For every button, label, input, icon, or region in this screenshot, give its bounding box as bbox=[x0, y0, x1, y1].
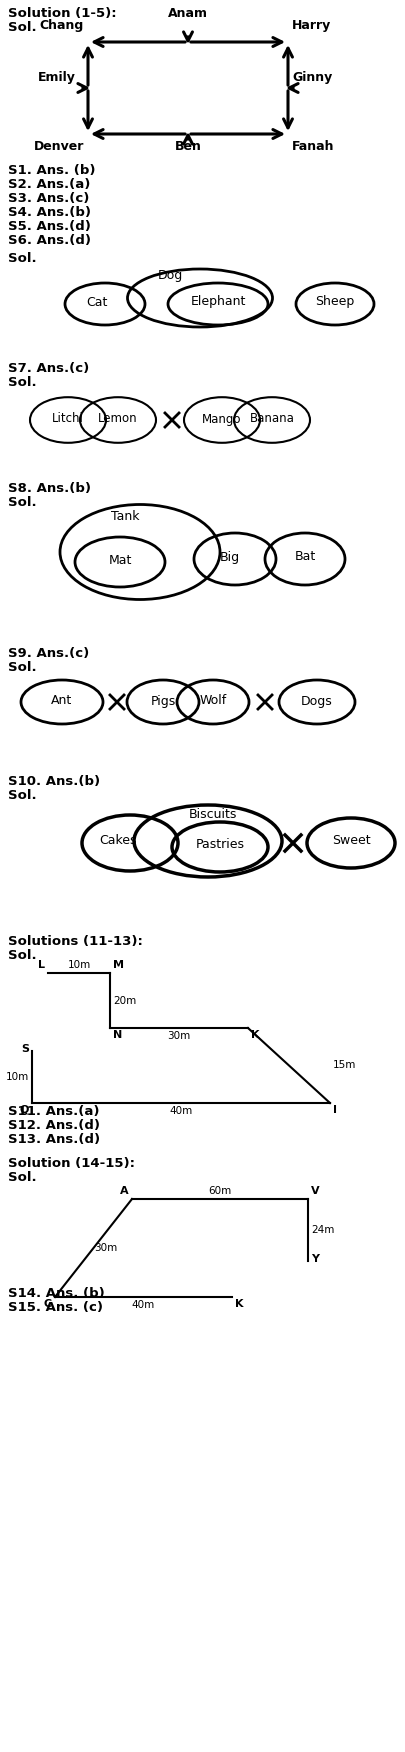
Text: Lemon: Lemon bbox=[98, 412, 138, 426]
Text: Mat: Mat bbox=[108, 554, 132, 566]
Text: S3. Ans.(c): S3. Ans.(c) bbox=[8, 193, 90, 205]
Text: Sol.: Sol. bbox=[8, 377, 36, 389]
Text: Ginny: Ginny bbox=[292, 72, 332, 84]
Text: S8. Ans.(b): S8. Ans.(b) bbox=[8, 482, 91, 496]
Text: Sol.: Sol. bbox=[8, 1170, 36, 1184]
Text: Sol.: Sol. bbox=[8, 496, 36, 510]
Text: Sol.: Sol. bbox=[8, 788, 36, 802]
Text: S7. Ans.(c): S7. Ans.(c) bbox=[8, 363, 89, 375]
Text: Solution (1-5):: Solution (1-5): bbox=[8, 7, 117, 19]
Text: Cakes: Cakes bbox=[99, 834, 137, 848]
Text: S: S bbox=[21, 1044, 29, 1055]
Text: 60m: 60m bbox=[209, 1186, 232, 1197]
Text: Cat: Cat bbox=[86, 296, 108, 308]
Text: Sweet: Sweet bbox=[332, 834, 370, 848]
Text: Sol.: Sol. bbox=[8, 21, 36, 33]
Text: 10m: 10m bbox=[67, 960, 91, 971]
Text: S12. Ans.(d): S12. Ans.(d) bbox=[8, 1120, 100, 1132]
Text: Denver: Denver bbox=[34, 140, 84, 152]
Text: Pastries: Pastries bbox=[196, 839, 245, 851]
Text: Sol.: Sol. bbox=[8, 661, 36, 675]
Text: K: K bbox=[251, 1030, 260, 1041]
Text: 10m: 10m bbox=[6, 1072, 29, 1083]
Text: L: L bbox=[38, 960, 45, 971]
Text: V: V bbox=[311, 1186, 320, 1197]
Text: Anam: Anam bbox=[168, 7, 208, 19]
Text: S11. Ans.(a): S11. Ans.(a) bbox=[8, 1106, 100, 1118]
Text: Sol.: Sol. bbox=[8, 950, 36, 962]
Text: Wolf: Wolf bbox=[199, 694, 227, 708]
Text: 24m: 24m bbox=[311, 1225, 335, 1235]
Text: Harry: Harry bbox=[292, 19, 331, 32]
Text: Mango: Mango bbox=[202, 412, 242, 426]
Text: Fanah: Fanah bbox=[292, 140, 335, 152]
Text: Ant: Ant bbox=[51, 694, 72, 708]
Text: Big: Big bbox=[220, 550, 240, 564]
Text: Y: Y bbox=[311, 1254, 319, 1263]
Text: Emily: Emily bbox=[38, 72, 76, 84]
Text: Ben: Ben bbox=[175, 140, 201, 152]
Text: Chang: Chang bbox=[40, 19, 84, 32]
Text: Bat: Bat bbox=[294, 550, 315, 564]
Text: Solution (14-15):: Solution (14-15): bbox=[8, 1156, 135, 1170]
Text: Litchi: Litchi bbox=[52, 412, 84, 426]
Text: 30m: 30m bbox=[94, 1242, 117, 1253]
Text: N: N bbox=[113, 1030, 122, 1041]
Text: A: A bbox=[120, 1186, 129, 1197]
Text: C: C bbox=[44, 1298, 52, 1309]
Text: S4. Ans.(b): S4. Ans.(b) bbox=[8, 207, 91, 219]
Text: S6. Ans.(d): S6. Ans.(d) bbox=[8, 235, 91, 247]
Text: Pigs: Pigs bbox=[150, 694, 176, 708]
Text: 40m: 40m bbox=[169, 1106, 193, 1116]
Text: 15m: 15m bbox=[333, 1060, 356, 1070]
Text: S5. Ans.(d): S5. Ans.(d) bbox=[8, 221, 91, 233]
Text: S9. Ans.(c): S9. Ans.(c) bbox=[8, 646, 89, 661]
Text: 20m: 20m bbox=[113, 995, 136, 1006]
Text: Tank: Tank bbox=[111, 510, 139, 522]
Text: S14. Ans. (b): S14. Ans. (b) bbox=[8, 1288, 105, 1300]
Text: Q: Q bbox=[19, 1106, 29, 1114]
Text: Biscuits: Biscuits bbox=[189, 808, 237, 822]
Text: 30m: 30m bbox=[167, 1030, 191, 1041]
Text: S1. Ans. (b): S1. Ans. (b) bbox=[8, 165, 96, 177]
Text: Elephant: Elephant bbox=[190, 296, 246, 308]
Text: S2. Ans.(a): S2. Ans.(a) bbox=[8, 179, 90, 191]
Text: 40m: 40m bbox=[132, 1300, 155, 1310]
Text: S15. Ans. (c): S15. Ans. (c) bbox=[8, 1302, 103, 1314]
Text: Dogs: Dogs bbox=[301, 694, 333, 708]
Text: M: M bbox=[113, 960, 124, 971]
Text: I: I bbox=[333, 1106, 337, 1114]
Text: Dog: Dog bbox=[158, 270, 183, 282]
Text: Banana: Banana bbox=[249, 412, 294, 426]
Text: K: K bbox=[235, 1298, 243, 1309]
Text: S10. Ans.(b): S10. Ans.(b) bbox=[8, 774, 100, 788]
Text: Sheep: Sheep bbox=[315, 296, 355, 308]
Text: Sol.: Sol. bbox=[8, 252, 36, 265]
Text: Solutions (11-13):: Solutions (11-13): bbox=[8, 936, 143, 948]
Text: S13. Ans.(d): S13. Ans.(d) bbox=[8, 1134, 100, 1146]
